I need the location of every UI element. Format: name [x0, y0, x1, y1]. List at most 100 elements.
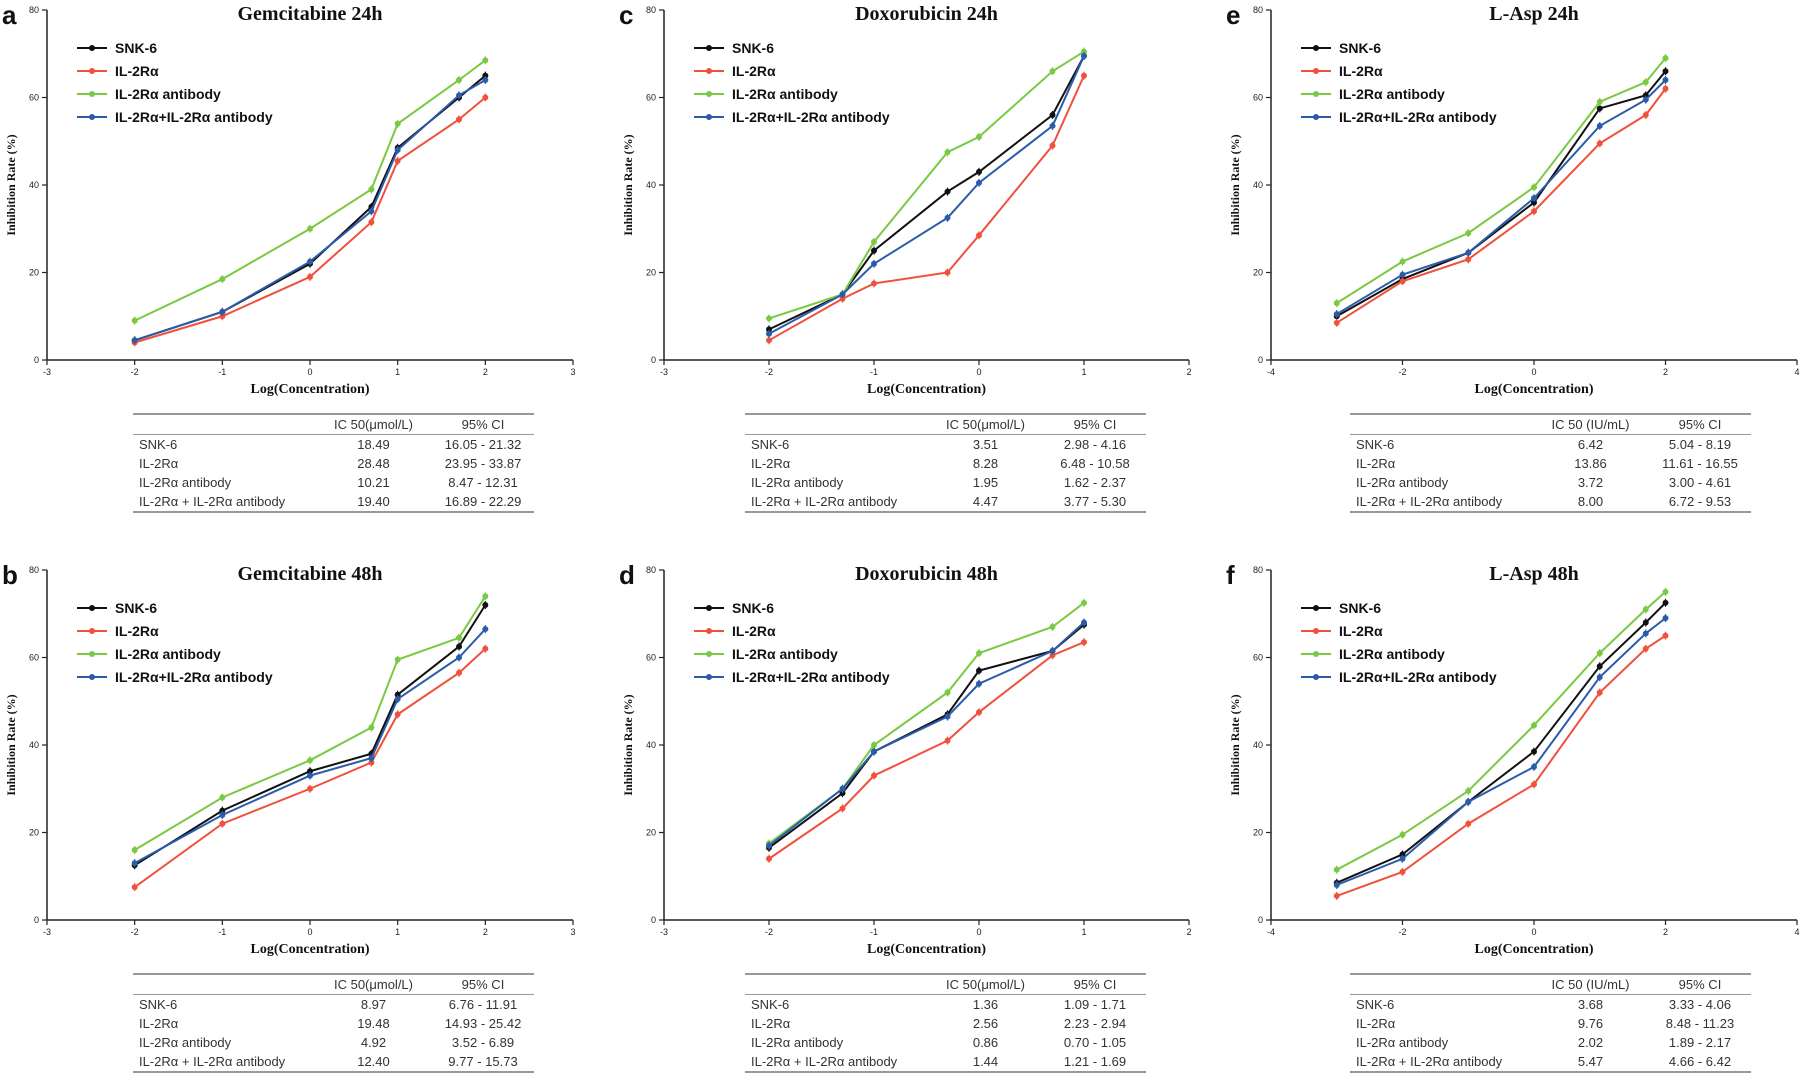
data-point	[1049, 652, 1056, 659]
data-point	[456, 77, 463, 83]
panel-letter: b	[2, 560, 18, 590]
data-point	[394, 691, 401, 698]
data-point	[482, 602, 489, 608]
legend-marker	[89, 114, 95, 120]
data-point	[1399, 271, 1406, 278]
table-header-ci: 95% CI	[1649, 413, 1751, 435]
y-tick-label: 60	[29, 93, 39, 103]
x-tick-label: 1	[395, 927, 400, 937]
data-point	[1081, 48, 1087, 55]
data-point	[1081, 599, 1087, 606]
legend-label: IL-2Rα	[1339, 63, 1383, 79]
table-header-label	[745, 973, 927, 995]
x-tick-label: 0	[976, 367, 981, 377]
row-ci: 0.70 - 1.05	[1063, 1035, 1127, 1050]
x-tick-label: -4	[1267, 367, 1275, 377]
row-label: IL-2Rα antibody	[751, 1035, 844, 1050]
x-tick-label: 2	[1186, 927, 1191, 937]
legend-marker	[89, 651, 95, 657]
table-header-ic50: IC 50(μmol/L)	[927, 973, 1044, 995]
panel-e: 0 20 40 60 80 -4 -2 0 2 4 e L-Asp 24h Log(Concentrat…	[1226, 0, 1800, 397]
data-point	[368, 724, 375, 731]
row-ci: 5.04 - 8.19	[1668, 437, 1732, 452]
data-point	[394, 120, 401, 127]
legend-marker	[1313, 628, 1319, 634]
data-point	[839, 790, 846, 797]
ic50-table-f: IC 50 (IU/mL) 95% CI SNK-6 3.68 3.33 - 4.06 I…	[1350, 973, 1751, 1073]
table-row: SNK-6 3.68 3.33 - 4.06	[1350, 995, 1751, 1015]
row-ic50: 8.28	[972, 456, 999, 471]
table-header-ic50: IC 50 (IU/mL)	[1532, 413, 1649, 435]
data-point	[1662, 588, 1669, 595]
table-row: IL-2Rα + IL-2Rα antibody 1.44 1.21 - 1.69	[745, 1052, 1146, 1073]
data-point	[394, 696, 401, 703]
row-label: SNK-6	[139, 437, 178, 452]
x-tick-label: 2	[483, 927, 488, 937]
ic50-table-c: IC 50(μmol/L) 95% CI SNK-6 3.51 2.98 - 4.16 I…	[745, 413, 1146, 513]
x-axis-label: Log(Concentration)	[1475, 382, 1594, 397]
data-point	[368, 208, 375, 215]
x-tick-label: -2	[131, 367, 139, 377]
series-line	[1336, 70, 1667, 318]
row-ic50: 4.47	[927, 492, 1044, 513]
legend-marker	[1313, 114, 1319, 120]
data-point	[944, 269, 951, 276]
y-tick-label: 40	[646, 740, 656, 750]
y-tick-label: 80	[646, 5, 656, 15]
x-tick-label: -2	[1398, 927, 1406, 937]
table-header-ci: 95% CI	[1649, 973, 1751, 995]
row-label: IL-2Rα antibody	[1356, 475, 1449, 490]
data-point	[131, 337, 138, 344]
x-tick-label: 2	[1663, 927, 1668, 937]
y-tick-label: 40	[29, 740, 39, 750]
row-ci: 1.09 - 1.71	[1063, 997, 1127, 1012]
row-ci: 14.93 - 25.42	[444, 1016, 522, 1031]
row-label: IL-2Rα	[139, 456, 179, 471]
y-tick-label: 40	[646, 180, 656, 190]
table-row: IL-2Rα 8.28 6.48 - 10.58	[745, 454, 1146, 473]
data-point	[839, 295, 846, 302]
data-point	[1531, 781, 1537, 788]
data-point	[307, 757, 313, 764]
legend-label: IL-2Rα antibody	[732, 86, 838, 102]
data-point	[1465, 798, 1472, 805]
x-tick-label: 2	[483, 367, 488, 377]
x-tick-label: 3	[570, 927, 575, 937]
legend-marker	[89, 605, 95, 611]
data-point	[1333, 892, 1340, 899]
data-point	[219, 308, 226, 315]
y-tick-label: 0	[651, 355, 656, 365]
row-ic50: 19.40	[315, 492, 432, 513]
panel-a: 0 20 40 60 80 -3 -2 -1 0 1 2 3 a Gemcitabine 24h Log(C…	[2, 0, 576, 397]
row-ci: 6.48 - 10.58	[1060, 456, 1130, 471]
x-tick-label: -2	[131, 927, 139, 937]
row-ci: 23.95 - 33.87	[444, 456, 522, 471]
row-ci: 3.77 - 5.30	[1044, 492, 1146, 513]
row-ci: 2.23 - 2.94	[1063, 1016, 1127, 1031]
data-point	[1531, 184, 1537, 191]
panel-title: L-Asp 24h	[1489, 3, 1578, 25]
series-line	[134, 628, 487, 865]
data-point	[1531, 199, 1537, 206]
row-label: IL-2Rα + IL-2Rα antibody	[745, 1052, 927, 1073]
panel-c: 0 20 40 60 80 -3 -2 -1 0 1 2 c Doxorubicin 24h Log(Co…	[619, 0, 1192, 397]
x-tick-label: 4	[1794, 927, 1799, 937]
data-point	[456, 669, 463, 676]
table-row: SNK-6 8.97 6.76 - 11.91	[133, 995, 534, 1015]
legend-marker	[89, 68, 95, 74]
row-ci: 1.89 - 2.17	[1668, 1035, 1732, 1050]
row-ic50: 1.36	[972, 997, 999, 1012]
x-tick-label: 0	[1531, 927, 1536, 937]
legend-marker	[1313, 45, 1319, 51]
row-label: IL-2Rα antibody	[751, 475, 844, 490]
row-label: IL-2Rα + IL-2Rα antibody	[1350, 1052, 1532, 1073]
table-row: IL-2Rα 19.48 14.93 - 25.42	[133, 1014, 534, 1033]
row-ci: 3.00 - 4.61	[1668, 475, 1732, 490]
row-ic50: 6.42	[1577, 437, 1604, 452]
data-point	[131, 317, 138, 324]
legend-label: IL-2Rα+IL-2Rα antibody	[732, 109, 890, 125]
data-point	[1399, 851, 1406, 858]
data-point	[1596, 689, 1603, 696]
legend-marker	[706, 605, 712, 611]
